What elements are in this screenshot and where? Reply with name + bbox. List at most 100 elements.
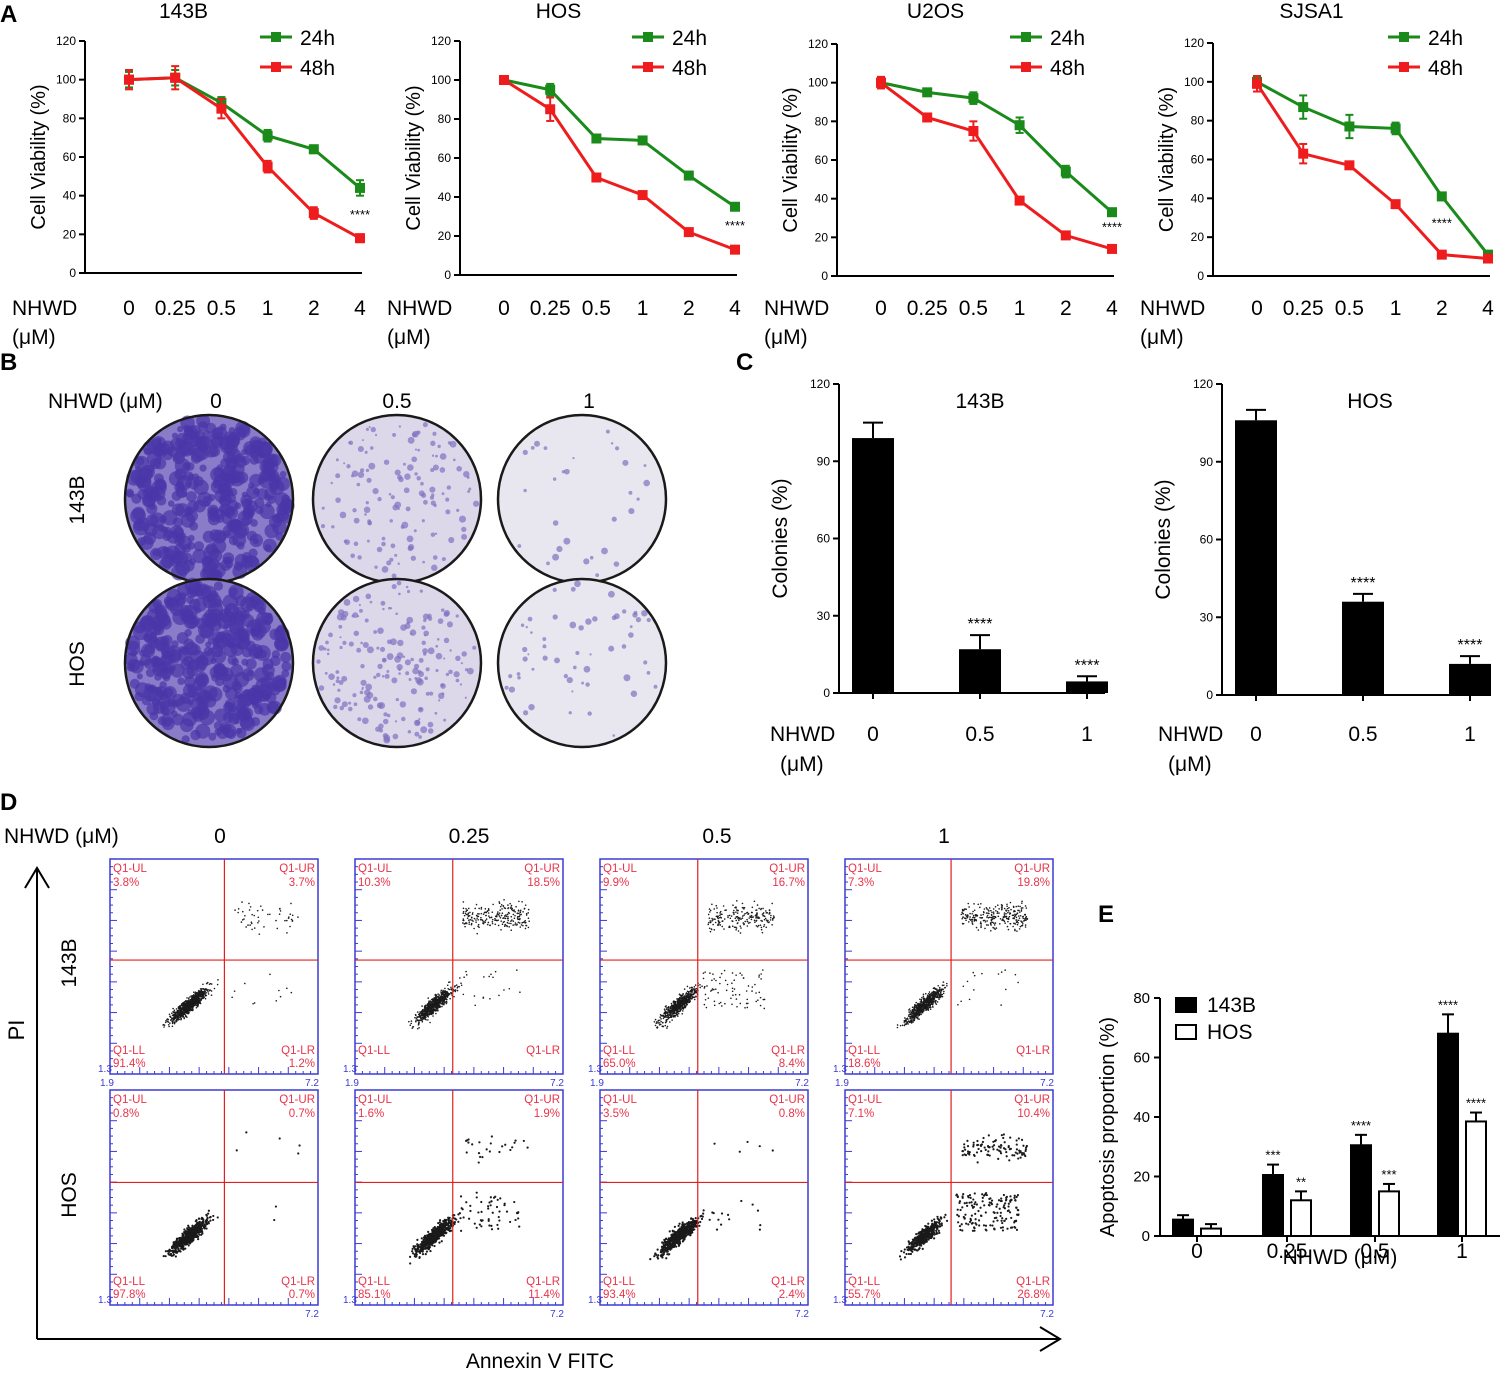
colony xyxy=(365,501,369,505)
flow-event xyxy=(660,1014,663,1017)
colony xyxy=(435,652,443,660)
colony xyxy=(171,432,178,439)
colony xyxy=(167,500,175,507)
flow-event xyxy=(507,904,509,906)
colony xyxy=(420,726,428,734)
flow-event xyxy=(666,1027,668,1029)
colony xyxy=(224,701,234,712)
flow-event xyxy=(708,927,711,930)
flow-event xyxy=(429,1021,431,1024)
colony xyxy=(181,608,195,622)
y-tick-label: 80 xyxy=(815,114,829,128)
legend-marker xyxy=(643,62,653,72)
colony xyxy=(422,422,428,428)
colony xyxy=(525,625,528,629)
flow-event xyxy=(673,1015,676,1017)
colony xyxy=(420,481,424,486)
colony xyxy=(621,644,627,649)
flow-event xyxy=(168,1013,171,1016)
data-point xyxy=(1344,160,1355,171)
colony xyxy=(372,487,379,495)
flow-event xyxy=(471,913,474,915)
flow-event xyxy=(435,1012,437,1015)
flow-event xyxy=(737,930,740,932)
flow-event xyxy=(665,1019,668,1022)
colony-plates-panel: NHWD (μM) 0 0.5 1 143B HOS xyxy=(48,390,668,749)
colony xyxy=(208,548,223,563)
colony xyxy=(583,665,591,673)
flow-event xyxy=(675,1012,678,1015)
x-tick-label: 0.5 xyxy=(959,297,988,320)
panel-label-e: E xyxy=(1098,901,1114,928)
colony xyxy=(218,608,233,623)
flow-event xyxy=(519,991,521,994)
quadrant-value-ur: 16.7% xyxy=(772,877,805,889)
colony xyxy=(398,672,401,675)
flow-event xyxy=(468,923,471,925)
flow-event xyxy=(757,924,760,927)
flow-event xyxy=(683,1006,686,1008)
flow-event xyxy=(436,1001,439,1004)
flow-event xyxy=(707,997,710,999)
flow-event xyxy=(426,1014,429,1016)
flow-event xyxy=(260,905,262,907)
colony xyxy=(552,553,560,561)
colony xyxy=(202,556,212,567)
flow-event xyxy=(485,914,487,917)
colony xyxy=(429,486,436,493)
flow-event xyxy=(453,995,455,998)
data-point xyxy=(591,172,602,183)
flow-event xyxy=(513,910,515,912)
flow-event xyxy=(202,988,204,990)
flow-event xyxy=(973,920,976,922)
colony xyxy=(435,454,438,458)
flow-event xyxy=(657,1022,659,1024)
flow-event xyxy=(1014,923,1017,925)
colony xyxy=(390,495,395,500)
flow-event xyxy=(759,996,762,999)
chart-title: 143B xyxy=(159,0,208,23)
flow-event xyxy=(682,993,684,995)
flow-event xyxy=(1018,928,1021,930)
colony xyxy=(389,519,393,523)
colony xyxy=(369,446,374,450)
colony xyxy=(641,609,648,617)
flow-event xyxy=(462,919,464,922)
y-axis-title: Colonies (%) xyxy=(769,478,792,598)
flow-event xyxy=(741,917,744,920)
flow-event xyxy=(663,1016,666,1018)
colony xyxy=(574,580,581,588)
colony xyxy=(423,499,428,505)
colony xyxy=(589,653,592,656)
flow-event xyxy=(736,922,739,925)
colony xyxy=(159,515,167,524)
colony xyxy=(336,676,340,680)
flow-event xyxy=(755,924,758,927)
flow-event xyxy=(709,930,712,933)
flow-event xyxy=(409,1024,412,1026)
flow-event xyxy=(733,913,735,916)
flow-event xyxy=(462,912,465,915)
data-point xyxy=(922,87,933,98)
data-point xyxy=(308,144,319,155)
flow-event xyxy=(516,969,518,971)
flow-event xyxy=(744,912,746,915)
colony xyxy=(358,603,361,607)
colony xyxy=(388,492,392,496)
flow-event xyxy=(250,921,253,924)
flow-event xyxy=(179,1010,182,1013)
colony xyxy=(449,440,457,448)
flow-event xyxy=(430,998,433,1001)
flow-event xyxy=(475,919,477,921)
colony xyxy=(383,459,390,465)
flow-event xyxy=(714,921,717,924)
flow-event xyxy=(710,928,713,931)
data-point xyxy=(968,93,979,104)
flow-event xyxy=(667,1008,669,1010)
panel-label-a: A xyxy=(0,1,17,28)
flow-event xyxy=(716,907,718,909)
flow-event xyxy=(492,976,494,979)
flow-event xyxy=(192,998,195,1001)
flow-event xyxy=(190,998,193,1000)
colony xyxy=(352,508,357,513)
